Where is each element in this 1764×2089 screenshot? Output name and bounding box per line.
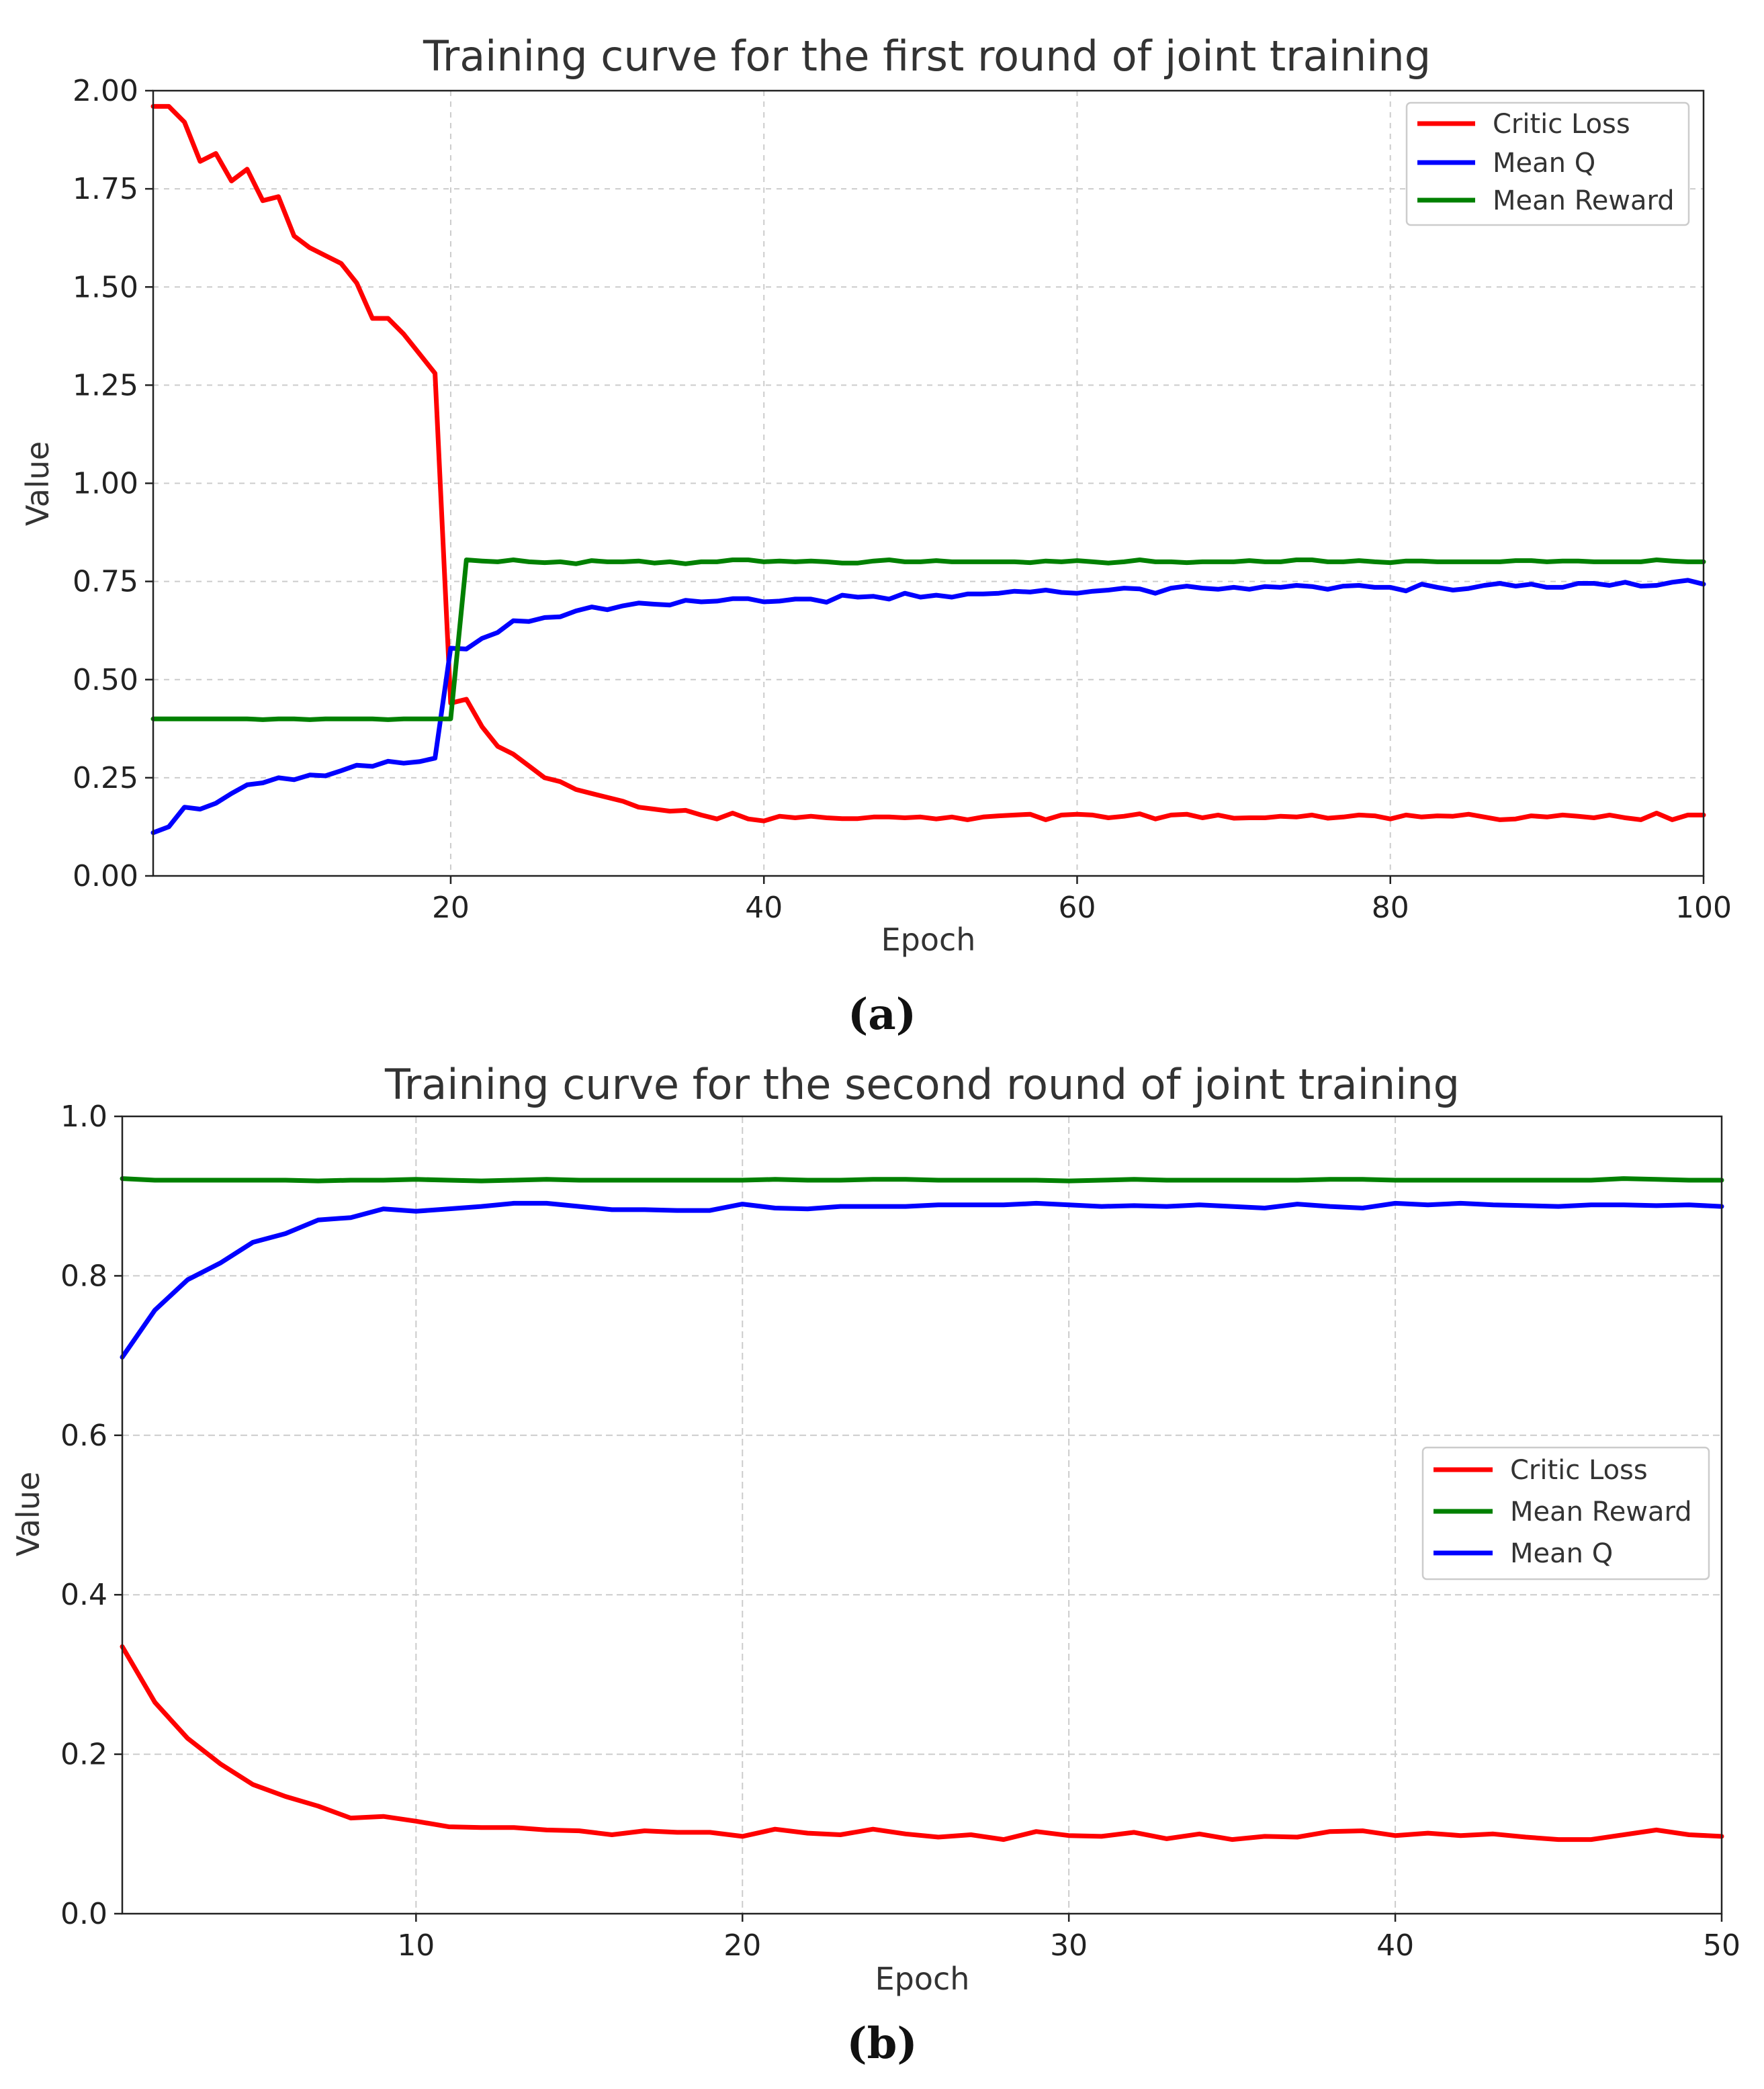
chart-b-series-mean-reward	[120, 1176, 1724, 1184]
chart-a-ytick-label: 1.00	[73, 467, 138, 501]
chart-a-legend-box	[1405, 101, 1690, 226]
chart-b-series-critic-loss	[120, 1644, 1724, 1842]
chart-a-xtick-label: 20	[432, 891, 470, 925]
chart-b-ytick-label: 0.6	[60, 1419, 107, 1453]
chart-b-axes-frame	[121, 1115, 1723, 1915]
chart-a-xlabel: Epoch	[881, 922, 976, 958]
chart-a-ytick-label: 1.25	[73, 368, 138, 402]
chart-b-xlabel: Epoch	[875, 1961, 970, 1997]
chart-a-ytick-label: 1.50	[73, 270, 138, 304]
chart-b-ytick-label: 0.0	[60, 1897, 107, 1931]
chart-b-ytick-label: 0.4	[60, 1578, 107, 1612]
chart-b-legend-box	[1421, 1446, 1710, 1581]
chart-a-xtick-label: 100	[1675, 891, 1732, 925]
chart-a-ytick-label: 1.75	[73, 172, 138, 206]
chart-b-xtick-label: 30	[1050, 1928, 1088, 1963]
chart-a-ticks: 0.00 0.25 0.50 0.75 1.00 1.25 1.50 1.75 2.00 20 40…	[73, 74, 1732, 925]
chart-b-legend: Critic Loss Mean Reward Mean Q	[1421, 1446, 1710, 1581]
chart-a-series-critic-loss	[150, 103, 1706, 824]
chart-b-caption: (b)	[846, 2018, 917, 2069]
chart-a: Training curve for the first round of jo…	[19, 32, 1732, 1040]
chart-b-legend-critic-loss: Critic Loss	[1510, 1455, 1648, 1486]
chart-a-ytick-label: 0.75	[73, 565, 138, 599]
chart-a-legend-mean-q: Mean Q	[1493, 148, 1595, 179]
chart-b-ticks: 0.0 0.2 0.4 0.6 0.8 1.0 10 20 30 40 50	[60, 1100, 1740, 1963]
chart-b-xtick-label: 50	[1703, 1928, 1740, 1963]
chart-b-legend-mean-q: Mean Q	[1510, 1538, 1613, 1569]
chart-b-title: Training curve for the second round of j…	[384, 1060, 1460, 1109]
chart-a-series-mean-q	[150, 578, 1706, 836]
chart-a-series	[150, 103, 1706, 836]
chart-a-series-mean-reward	[150, 558, 1706, 722]
chart-a-legend-mean-reward: Mean Reward	[1493, 185, 1675, 216]
chart-a-xtick-label: 60	[1058, 891, 1096, 925]
chart-b-ytick-label: 1.0	[60, 1100, 107, 1134]
chart-a-ytick-label: 0.00	[73, 859, 138, 893]
chart-b-ytick-label: 0.2	[60, 1738, 107, 1772]
chart-a-caption: (a)	[848, 989, 916, 1040]
chart-a-ylabel: Value	[19, 441, 56, 526]
chart-b-series-mean-q	[120, 1200, 1724, 1360]
chart-b-legend-mean-reward: Mean Reward	[1510, 1497, 1692, 1527]
chart-a-legend: Critic Loss Mean Q Mean Reward	[1405, 101, 1690, 226]
chart-b-xtick-label: 40	[1376, 1928, 1414, 1963]
chart-b-ylabel: Value	[10, 1472, 46, 1556]
chart-b-xtick-label: 10	[397, 1928, 435, 1963]
chart-a-legend-critic-loss: Critic Loss	[1493, 109, 1630, 140]
chart-a-xtick-label: 40	[745, 891, 783, 925]
chart-a-ytick-label: 0.25	[73, 761, 138, 795]
chart-b: Training curve for the second round of j…	[10, 1060, 1740, 2069]
chart-b-xtick-label: 20	[723, 1928, 761, 1963]
chart-a-ytick-label: 2.00	[73, 74, 138, 108]
chart-a-xtick-label: 80	[1372, 891, 1409, 925]
chart-a-ytick-label: 0.50	[73, 663, 138, 697]
chart-b-series	[120, 1176, 1724, 1842]
chart-a-title: Training curve for the first round of jo…	[423, 32, 1431, 81]
chart-b-ytick-label: 0.8	[60, 1259, 107, 1293]
